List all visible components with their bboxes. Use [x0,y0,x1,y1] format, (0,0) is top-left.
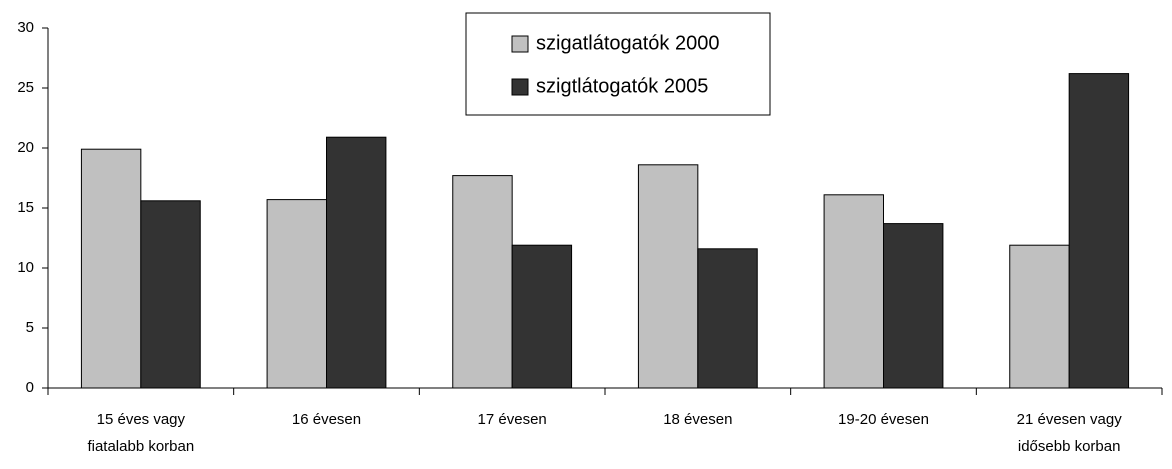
legend-swatch [511,78,529,96]
y-tick-label: 5 [26,319,34,336]
y-tick-label: 30 [17,19,34,36]
x-tick-label: 15 éves vagy [97,411,186,428]
y-tick-label: 10 [17,259,34,276]
bar [823,194,885,389]
x-tick-label: fiatalabb korban [87,438,194,455]
y-tick-label: 25 [17,79,34,96]
bar [637,164,699,389]
bar [326,136,387,389]
x-tick-label: 21 évesen vagy [1017,411,1123,428]
x-tick-label: 19-20 évesen [838,411,929,428]
y-tick-label: 20 [17,139,34,156]
x-tick-label: idősebb korban [1018,438,1121,455]
legend-box [465,12,771,116]
x-tick-label: 17 évesen [478,411,547,428]
bar [697,248,758,389]
legend-label: szigatlátogatók 2000 [536,32,719,54]
bar [140,200,201,389]
legend-label: szigtlátogatók 2005 [536,75,708,97]
legend-swatch [511,35,529,53]
bar [1009,244,1070,389]
bar [452,175,513,389]
x-tick-label: 18 évesen [663,411,732,428]
bar [883,223,944,389]
bar [1068,73,1130,389]
y-tick-label: 0 [26,379,34,396]
bar [80,148,142,389]
bar [266,199,328,389]
y-tick-label: 15 [17,199,34,216]
x-tick-label: 16 évesen [292,411,361,428]
bar [511,244,573,389]
